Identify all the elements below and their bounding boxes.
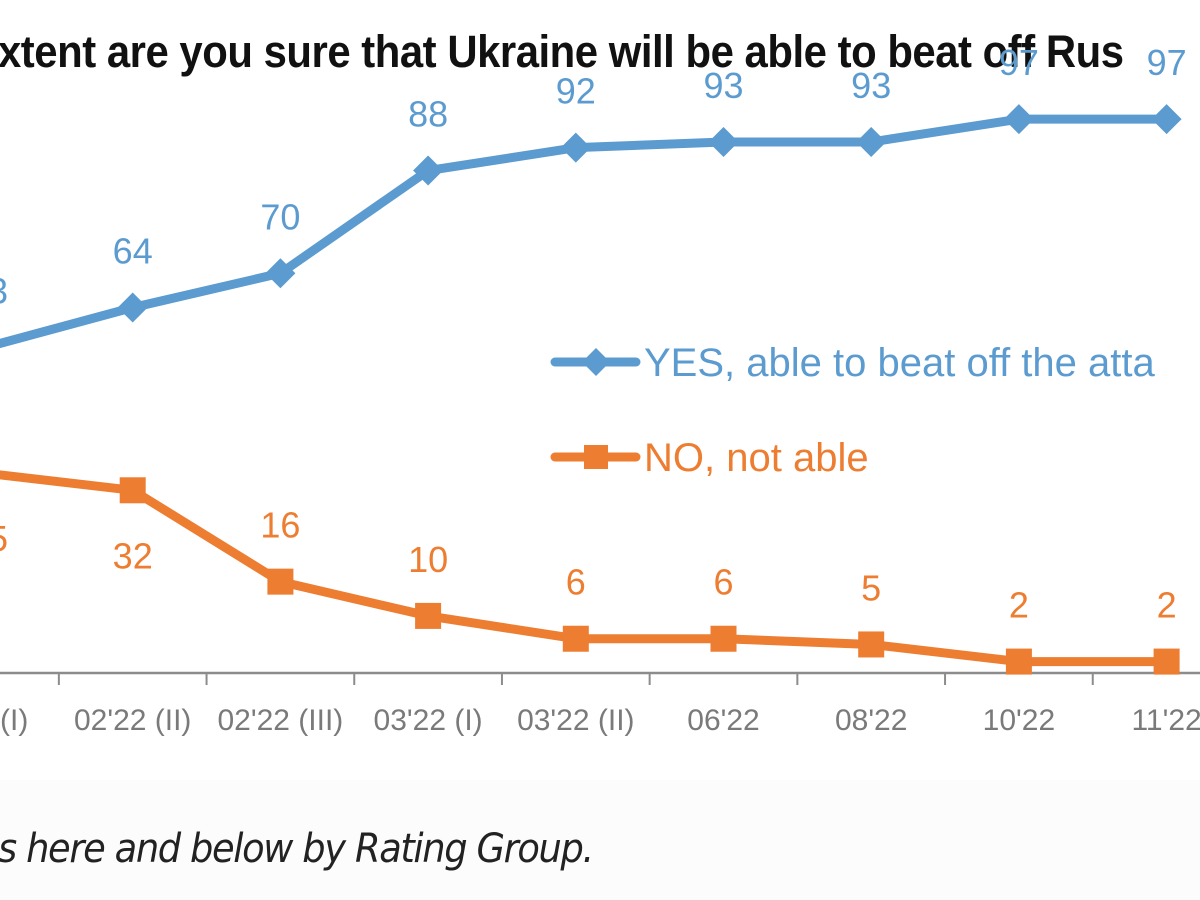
legend-square-icon [584, 445, 608, 469]
caption-area [0, 780, 1200, 900]
x-tick-label: 11'22 [1131, 704, 1200, 737]
data-point-diamond [265, 258, 296, 289]
data-point-square [267, 568, 294, 595]
data-point-square [858, 631, 885, 658]
data-point-square [1153, 648, 1180, 675]
data-label: 2 [1009, 585, 1029, 626]
data-label: 97 [1147, 42, 1187, 83]
data-label: 6 [713, 562, 733, 603]
data-label: 5 [0, 518, 8, 559]
data-label: 93 [703, 65, 743, 106]
x-tick-label: 10'22 [983, 704, 1055, 737]
line-chart: (I) 02'22 (II) 02'22 (III) 03'22 (I) 03'22 (… [0, 42, 1200, 737]
data-label: 5 [861, 567, 881, 608]
chart-title: xtent are you sure that Ukraine will be … [0, 26, 1124, 77]
data-point-diamond [708, 126, 739, 157]
data-point-diamond [413, 155, 444, 186]
x-tick-label: 03'22 (II) [517, 704, 634, 737]
series-no: 5 32 16 10 6 6 5 2 2 [0, 470, 1180, 675]
data-point-diamond [856, 126, 887, 157]
x-tick-label: 08'22 [835, 704, 907, 737]
data-label: 2 [1157, 585, 1177, 626]
data-label: 16 [260, 505, 300, 546]
x-tick-label: (I) [0, 704, 28, 737]
data-label: 10 [408, 539, 448, 580]
data-point-square [119, 477, 146, 504]
source-caption: s here and below by Rating Group. [0, 826, 594, 872]
data-label: 70 [260, 196, 300, 237]
data-label: 6 [566, 562, 586, 603]
data-point-square [562, 625, 589, 652]
data-point-diamond [1151, 104, 1182, 135]
data-label: 97 [999, 42, 1039, 83]
x-tick-label: 02'22 (III) [218, 704, 344, 737]
data-label: 93 [851, 65, 891, 106]
legend-item-yes: YES, able to beat off the atta [550, 341, 1155, 385]
x-tick-label: 02'22 (II) [74, 704, 191, 737]
data-point-diamond [560, 132, 591, 163]
data-label: 32 [113, 535, 153, 576]
data-label: 92 [556, 71, 596, 112]
data-point-square [710, 625, 737, 652]
x-tick-label: 06'22 [687, 704, 759, 737]
series-yes: 3 64 70 88 92 93 93 97 97 [0, 42, 1187, 349]
series-layer: 3 64 70 88 92 93 93 97 97 5 32 16 10 6 6 5 2 2 [0, 42, 1187, 675]
data-point-square [1005, 648, 1032, 675]
x-axis: (I) 02'22 (II) 02'22 (III) 03'22 (I) 03'22 (… [0, 671, 1200, 737]
legend-label: YES, able to beat off the atta [644, 341, 1155, 385]
data-label: 88 [408, 94, 448, 135]
legend: YES, able to beat off the atta NO, not ab… [550, 341, 1155, 480]
chart-area [0, 0, 1200, 780]
legend-item-no: NO, not able [550, 436, 869, 480]
data-label: 3 [0, 271, 8, 312]
data-point-diamond [1003, 104, 1034, 135]
data-label: 64 [113, 231, 153, 272]
x-tick-label: 03'22 (I) [374, 704, 483, 737]
legend-diamond-icon [582, 348, 610, 376]
legend-label: NO, not able [644, 436, 869, 480]
data-point-diamond [117, 292, 148, 323]
data-point-square [415, 602, 442, 629]
